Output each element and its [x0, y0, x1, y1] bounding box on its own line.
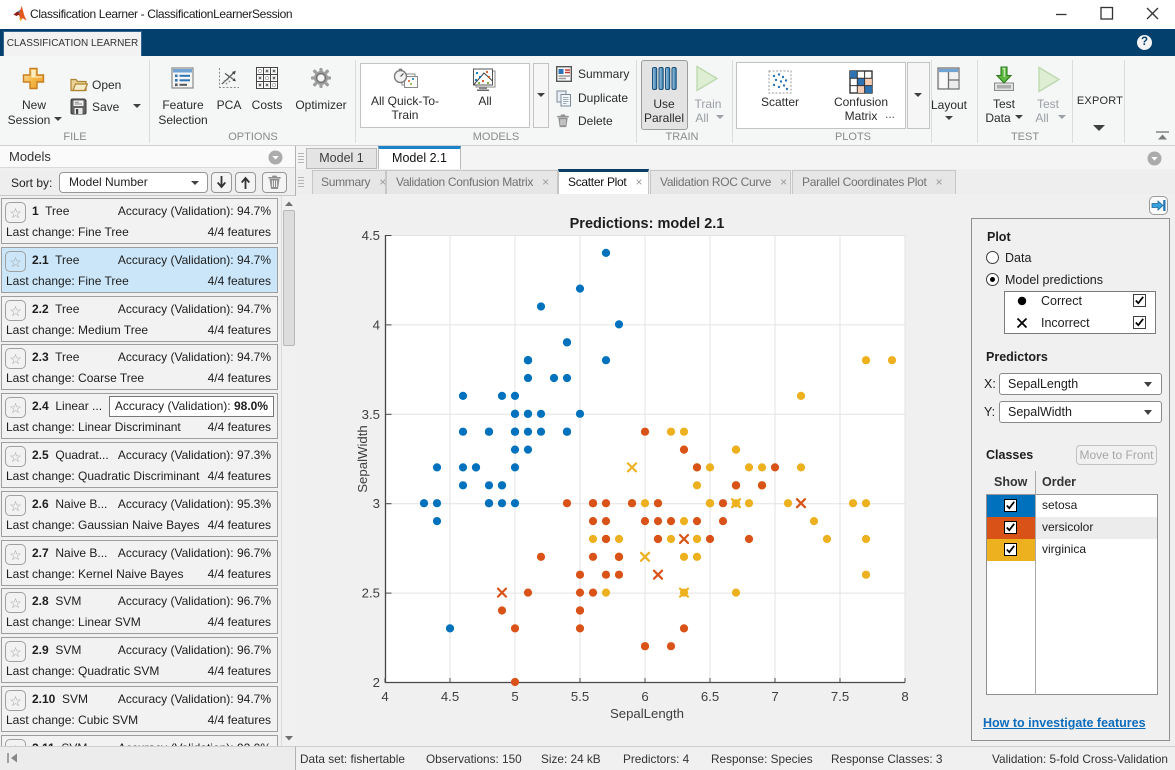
- svg-text:7.5: 7.5: [831, 689, 849, 704]
- svg-text:3.5: 3.5: [362, 407, 380, 422]
- svg-text:4.5: 4.5: [441, 689, 459, 704]
- svg-text:3: 3: [373, 496, 380, 511]
- svg-text:8: 8: [901, 689, 908, 704]
- svg-text:SepalWidth: SepalWidth: [355, 425, 370, 492]
- svg-text:2: 2: [373, 675, 380, 690]
- svg-text:4: 4: [381, 689, 388, 704]
- svg-text:6: 6: [641, 689, 648, 704]
- svg-text:5: 5: [511, 689, 518, 704]
- svg-text:6.5: 6.5: [701, 689, 719, 704]
- svg-text:4: 4: [373, 317, 380, 332]
- svg-text:7: 7: [771, 689, 778, 704]
- svg-text:4.5: 4.5: [362, 228, 380, 243]
- svg-text:Predictions: model 2.1: Predictions: model 2.1: [570, 216, 725, 232]
- svg-text:2.5: 2.5: [362, 586, 380, 601]
- svg-text:5.5: 5.5: [571, 689, 589, 704]
- svg-text:SepalLength: SepalLength: [610, 706, 684, 721]
